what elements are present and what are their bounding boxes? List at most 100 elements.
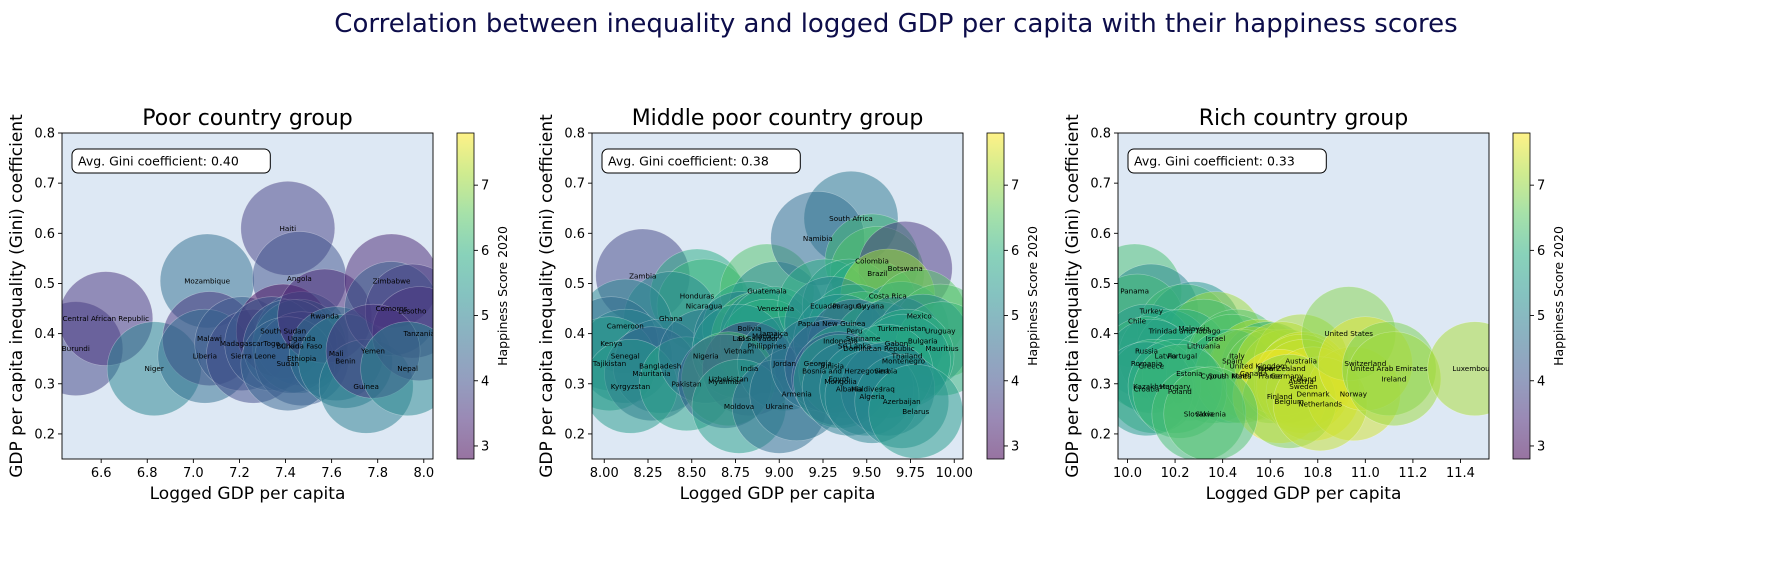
country-label: Benin — [335, 357, 355, 366]
colorbar-tick-label: 4 — [1537, 374, 1545, 389]
chart-panel-1: Burundi Central African Republic Niger Moza… — [7, 106, 510, 504]
country-label: Slovenia — [1195, 409, 1226, 418]
bubble-layer — [62, 180, 433, 434]
country-label: Armenia — [782, 389, 812, 398]
country-label: Sierra Leone — [231, 352, 277, 361]
colorbar-frame — [456, 132, 475, 460]
country-label: Rwanda — [310, 312, 339, 321]
country-label: Lithuania — [1187, 342, 1220, 351]
country-label: Iraq — [881, 384, 895, 393]
country-label: Cyprus — [1201, 372, 1226, 381]
country-label: Mexico — [907, 312, 932, 321]
country-label: Chile — [1128, 317, 1147, 326]
country-label: Myanmar — [708, 377, 742, 386]
country-label: Norway — [1340, 389, 1368, 398]
country-label: Portugal — [1167, 352, 1197, 361]
x-axis-label: Logged GDP per capita — [680, 484, 876, 504]
colorbar — [987, 133, 1004, 459]
x-tick-label: 8.0 — [413, 466, 434, 481]
country-label: Sudan — [277, 359, 300, 368]
country-label: Netherlands — [1298, 399, 1342, 408]
country-label: Turkey — [1139, 307, 1164, 316]
plot-frame — [61, 132, 434, 460]
panel-title: Poor country group — [142, 106, 352, 131]
colorbar-tick-label: 7 — [1537, 179, 1545, 194]
x-tick-label: 10.8 — [1303, 466, 1332, 481]
colorbar-tick-label: 3 — [1011, 439, 1019, 454]
country-label: Belarus — [902, 407, 929, 416]
y-tick-label: 0.5 — [564, 277, 585, 292]
country-label: Angola — [287, 274, 312, 283]
country-label: Papua New Guinea — [798, 319, 866, 328]
colorbar-tick-label: 5 — [1537, 309, 1545, 324]
country-label: Tanzania — [403, 329, 435, 338]
country-label: Serbia — [875, 367, 898, 376]
plot-frame — [1117, 132, 1490, 460]
country-label: Guinea — [353, 382, 379, 391]
colorbar-tick-label: 7 — [1011, 179, 1019, 194]
y-tick-label: 0.5 — [34, 277, 55, 292]
x-tick-label: 11.4 — [1446, 466, 1475, 481]
country-label: Bangladesh — [639, 362, 681, 371]
country-label: Venezuela — [757, 304, 794, 313]
country-label: Botswana — [888, 264, 923, 273]
y-tick-label: 0.8 — [564, 127, 585, 142]
label-layer: Burundi Central African Republic Niger Moza… — [62, 224, 435, 391]
y-axis-label: GDP per capita inequality (Gini) coeffic… — [7, 114, 27, 478]
colorbar-tick-label: 3 — [481, 439, 489, 454]
colorbar-tick-label: 7 — [481, 179, 489, 194]
x-tick-label: 10.6 — [1256, 466, 1285, 481]
country-label: Kazakhstan — [1133, 382, 1174, 391]
country-label: Zimbabwe — [373, 276, 411, 285]
country-label: Malawi — [197, 334, 222, 343]
country-label: Jordan — [772, 359, 796, 368]
x-tick-label: 7.0 — [183, 466, 204, 481]
colorbar — [457, 133, 474, 459]
country-label: Maldives — [851, 384, 883, 393]
country-label: Trinidad and Tobago — [1148, 327, 1221, 336]
country-label: Mauritius — [925, 344, 958, 353]
x-tick-label: 8.25 — [634, 466, 663, 481]
x-tick-label: 6.6 — [91, 466, 112, 481]
country-label: Slovakia — [1184, 409, 1214, 418]
x-tick-label: 7.2 — [229, 466, 250, 481]
country-label: Iceland — [1290, 374, 1316, 383]
y-tick-label: 0.4 — [34, 327, 55, 342]
country-label: Uzbekistan — [709, 374, 749, 383]
country-label: United Arab Emirates — [1351, 364, 1428, 373]
country-label: Kyrgyzstan — [611, 382, 650, 391]
colorbar-frame — [986, 132, 1005, 460]
country-label: Nigeria — [693, 352, 719, 361]
y-tick-label: 0.6 — [34, 227, 55, 242]
country-label: Bosnia and Herzegovina — [802, 367, 889, 376]
country-label: France — [1258, 372, 1282, 381]
country-label: Burkina Faso — [276, 342, 322, 351]
country-label: Moldova — [724, 402, 754, 411]
annotation-text: Avg. Gini coefficient: 0.40 — [78, 154, 239, 169]
country-label: Ghana — [659, 314, 683, 323]
country-label: Australia — [1285, 357, 1317, 366]
country-label: India — [741, 364, 759, 373]
country-label: Malaysia — [1178, 324, 1209, 333]
y-tick-label: 0.2 — [34, 427, 55, 442]
figure-title: Correlation between inequality and logge… — [334, 9, 1457, 39]
country-label: Luxembourg — [1452, 364, 1497, 373]
plot-frame — [591, 132, 964, 460]
x-tick-label: 10.4 — [1208, 466, 1237, 481]
y-tick-label: 0.2 — [1090, 427, 1111, 442]
x-tick-label: 7.4 — [275, 466, 296, 481]
colorbar-label: Happiness Score 2020 — [1025, 226, 1040, 366]
country-label: Turkmenistan — [877, 324, 926, 333]
country-label: Sri Lanka — [838, 342, 871, 351]
x-tick-label: 10.2 — [1161, 466, 1190, 481]
y-tick-label: 0.7 — [34, 177, 55, 192]
country-label: Paraguay — [832, 302, 866, 311]
country-label: Switzerland — [1344, 359, 1386, 368]
colorbar-tick-label: 5 — [1011, 309, 1019, 324]
country-label: Germany — [1270, 372, 1304, 381]
colorbar-tick-label: 6 — [1537, 244, 1545, 259]
x-tick-label: 11.2 — [1398, 466, 1427, 481]
country-label: Costa Rica — [869, 292, 907, 301]
